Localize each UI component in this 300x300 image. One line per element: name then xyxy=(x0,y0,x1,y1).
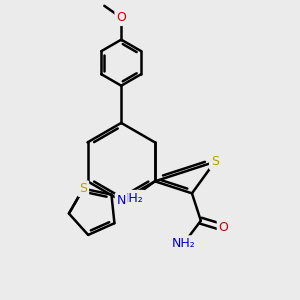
Text: NH₂: NH₂ xyxy=(172,237,195,250)
Text: NH₂: NH₂ xyxy=(120,192,143,205)
Text: N: N xyxy=(116,194,126,207)
Text: S: S xyxy=(79,182,87,195)
Text: O: O xyxy=(219,221,228,234)
Text: S: S xyxy=(211,155,219,168)
Text: O: O xyxy=(116,11,126,24)
